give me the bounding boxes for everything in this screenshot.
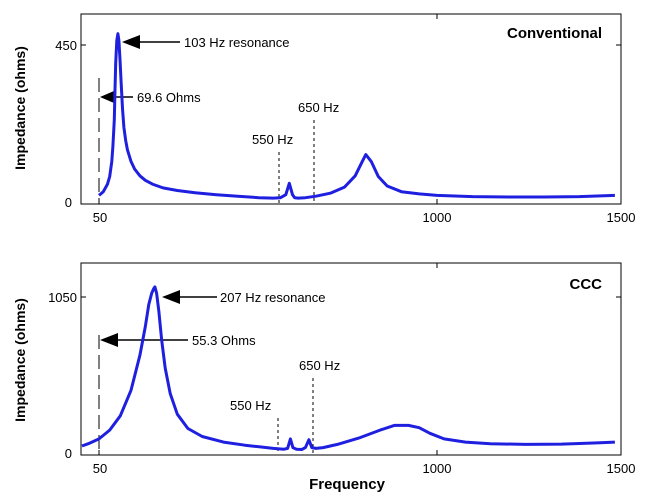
conventional-ohms-arrow-head: [100, 91, 114, 103]
ccc-plot-frame: [80, 262, 622, 456]
ccc-ytick-label-1050: 1050: [48, 290, 77, 305]
ccc-resonance-arrow-head: [162, 290, 180, 304]
conventional-650hz-label: 650 Hz: [298, 100, 339, 115]
conventional-plot-frame: [80, 13, 622, 205]
conventional-resonance-label: 103 Hz resonance: [184, 35, 290, 50]
ccc-impedance-line: [81, 285, 615, 451]
ccc-ytick-label-0: 0: [65, 446, 72, 461]
conventional-impedance-line: [98, 32, 615, 200]
conventional-xtick-label-1000: 1000: [423, 210, 452, 225]
conventional-title: Conventional: [507, 25, 602, 42]
ccc-ohms-arrow-head: [100, 333, 118, 347]
ccc-xtick-label-1000: 1000: [423, 461, 452, 476]
ccc-panel: 1050 0 50 1000 1500 Impedance (ohms) Fre…: [12, 262, 636, 493]
ccc-y-axis-label: Impedance (ohms): [12, 298, 28, 422]
ccc-title: CCC: [570, 276, 603, 293]
ccc-resonance-label: 207 Hz resonance: [220, 290, 326, 305]
ccc-550hz-label: 550 Hz: [230, 398, 271, 413]
conventional-y-axis-label: Impedance (ohms): [12, 46, 28, 170]
ccc-x-axis-label: Frequency: [309, 476, 386, 493]
conventional-panel: 450 0 50 1000 1500 Impedance (ohms) Conv…: [12, 13, 636, 225]
conventional-xtick-label-1500: 1500: [607, 210, 636, 225]
ccc-ohms-label: 55.3 Ohms: [192, 333, 256, 348]
conventional-ytick-label-450: 450: [55, 38, 77, 53]
conventional-ohms-label: 69.6 Ohms: [137, 90, 201, 105]
ccc-xtick-label-50: 50: [93, 461, 107, 476]
ccc-xtick-label-1500: 1500: [607, 461, 636, 476]
ccc-650hz-label: 650 Hz: [299, 358, 340, 373]
conventional-550hz-label: 550 Hz: [252, 132, 293, 147]
conventional-xtick-label-50: 50: [93, 210, 107, 225]
conventional-resonance-arrow-head: [122, 35, 140, 49]
conventional-ytick-label-0: 0: [65, 195, 72, 210]
